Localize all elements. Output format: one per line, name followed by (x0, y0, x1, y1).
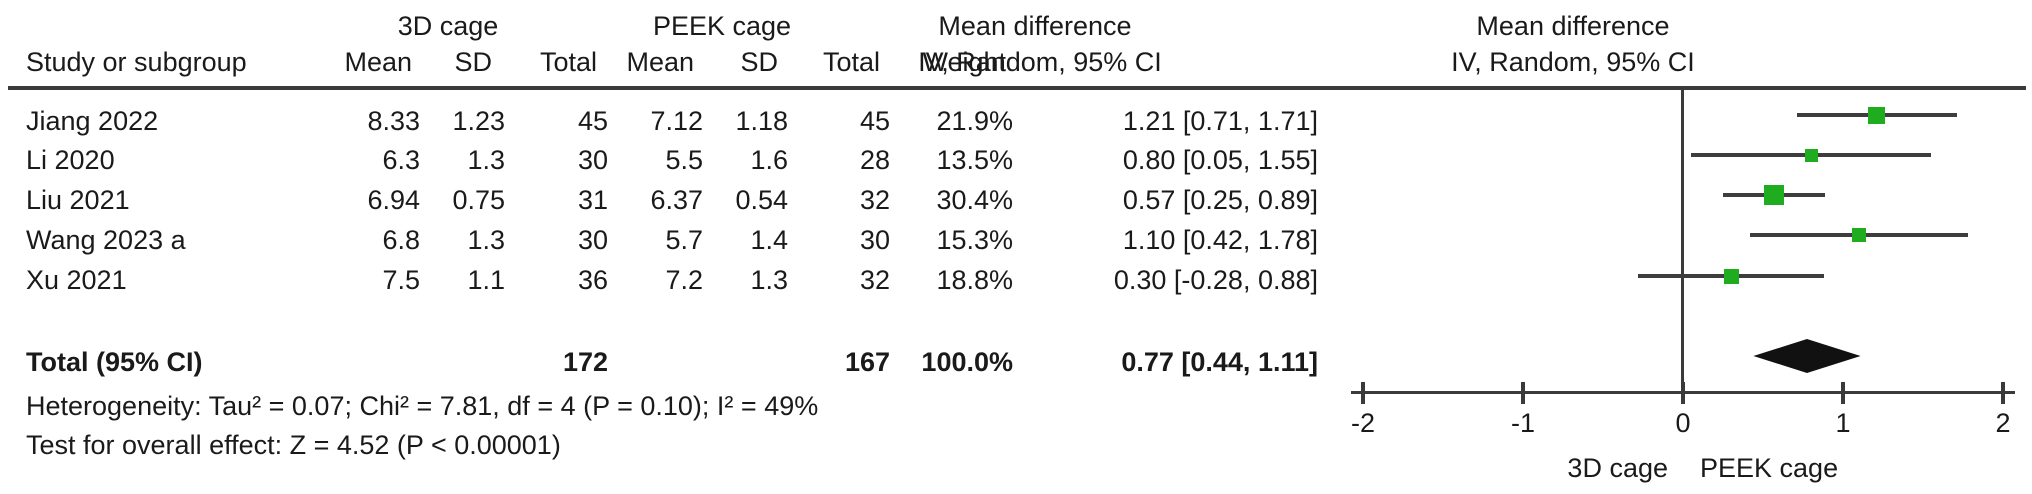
mean-3d-cell: 8.33 (367, 106, 420, 136)
md-column-title: Mean difference (938, 11, 1132, 41)
effect-square (1852, 228, 1866, 242)
total-header-3d: Total (539, 47, 597, 77)
sd-peek-cell: 1.3 (750, 265, 788, 295)
total-3d-cell: 30 (577, 145, 608, 175)
axis-tick (1681, 382, 1685, 404)
mean-3d-cell: 6.94 (367, 185, 420, 215)
mean-header-3d: Mean (344, 47, 412, 77)
summary-diamond (1753, 339, 1861, 373)
study-name-cell: Liu 2021 (26, 185, 130, 215)
header-divider (8, 86, 2026, 90)
sd-peek-cell: 1.6 (750, 145, 788, 175)
mean-header-peek: Mean (626, 47, 694, 77)
sd-peek-cell: 1.18 (735, 106, 788, 136)
axis-tick-label: -2 (1350, 408, 1375, 438)
effect-square (1804, 148, 1818, 162)
study-column-header: Study or subgroup (26, 47, 247, 77)
mean-3d-cell: 7.5 (382, 265, 420, 295)
zero-line (1681, 88, 1684, 393)
effect-square (1868, 106, 1886, 124)
mean-peek-cell: 7.12 (650, 106, 703, 136)
mean-peek-cell: 7.2 (665, 265, 703, 295)
axis-tick-label: 2 (1995, 408, 2011, 438)
md-column-subtitle: IV, Random, 95% CI (918, 47, 1162, 77)
axis-right-label: PEEK cage (1700, 453, 1839, 483)
total-peek-cell: 32 (859, 185, 890, 215)
study-name-cell: Xu 2021 (26, 265, 127, 295)
weight-cell: 30.4% (936, 185, 1013, 215)
mean-peek-cell: 5.7 (665, 225, 703, 255)
total-3d-cell: 45 (577, 106, 608, 136)
sd-header-3d: SD (454, 47, 492, 77)
md-ci-cell: 0.57 [0.25, 0.89] (1122, 185, 1318, 215)
weight-cell: 18.8% (936, 265, 1013, 295)
total-header-peek: Total (822, 47, 880, 77)
axis-tick-label: 0 (1675, 408, 1691, 438)
total-row-label: Total (95% CI) (26, 347, 203, 377)
sd-3d-cell: 0.75 (452, 185, 505, 215)
study-name-cell: Li 2020 (26, 145, 115, 175)
mean-3d-cell: 6.3 (382, 145, 420, 175)
sd-3d-cell: 1.3 (467, 145, 505, 175)
sd-peek-cell: 1.4 (750, 225, 788, 255)
axis-left-label: 3D cage (1567, 453, 1668, 483)
total-md-ci: 0.77 [0.44, 1.11] (1121, 347, 1318, 377)
weight-cell: 15.3% (936, 225, 1013, 255)
total-peek-cell: 32 (859, 265, 890, 295)
effect-square (1764, 185, 1785, 205)
mean-peek-cell: 6.37 (650, 185, 703, 215)
study-name-cell: Wang 2023 a (26, 225, 186, 255)
axis-tick (1361, 382, 1365, 404)
weight-header: Weight (922, 47, 1006, 77)
axis-tick (1521, 382, 1525, 404)
md-ci-cell: 0.80 [0.05, 1.55] (1122, 145, 1318, 175)
weight-cell: 21.9% (936, 106, 1013, 136)
study-name-cell: Jiang 2022 (26, 106, 159, 136)
mean-3d-cell: 6.8 (382, 225, 420, 255)
sd-3d-cell: 1.1 (467, 265, 505, 295)
sd-peek-cell: 0.54 (735, 185, 788, 215)
total-3d-cell: 30 (577, 225, 608, 255)
sd-header-peek: SD (740, 47, 778, 77)
total-n-3d: 172 (562, 347, 608, 377)
md-ci-cell: 0.30 [-0.28, 0.88] (1113, 265, 1318, 295)
md-ci-cell: 1.21 [0.71, 1.71] (1122, 106, 1318, 136)
effect-square (1723, 268, 1739, 284)
total-peek-cell: 28 (859, 145, 890, 175)
md-ci-cell: 1.10 [0.42, 1.78] (1122, 225, 1318, 255)
axis-tick (2001, 382, 2005, 404)
sd-3d-cell: 1.23 (452, 106, 505, 136)
plot-column-subtitle: IV, Random, 95% CI (1451, 47, 1695, 77)
group-header-3d-cage: 3D cage (397, 11, 499, 41)
axis-tick-label: -1 (1510, 408, 1535, 438)
axis-tick (1841, 382, 1845, 404)
total-n-peek: 167 (844, 347, 890, 377)
total-3d-cell: 36 (577, 265, 608, 295)
plot-column-title: Mean difference (1476, 11, 1670, 41)
mean-peek-cell: 5.5 (665, 145, 703, 175)
sd-3d-cell: 1.3 (467, 225, 505, 255)
heterogeneity-note: Heterogeneity: Tau² = 0.07; Chi² = 7.81,… (26, 391, 819, 421)
total-weight: 100.0% (921, 347, 1013, 377)
total-peek-cell: 30 (859, 225, 890, 255)
group-header-peek-cage: PEEK cage (652, 11, 792, 41)
axis-tick-label: 1 (1835, 408, 1851, 438)
weight-cell: 13.5% (936, 145, 1013, 175)
overall-effect-note: Test for overall effect: Z = 4.52 (P < 0… (26, 430, 561, 460)
total-peek-cell: 45 (859, 106, 890, 136)
total-3d-cell: 31 (577, 185, 608, 215)
